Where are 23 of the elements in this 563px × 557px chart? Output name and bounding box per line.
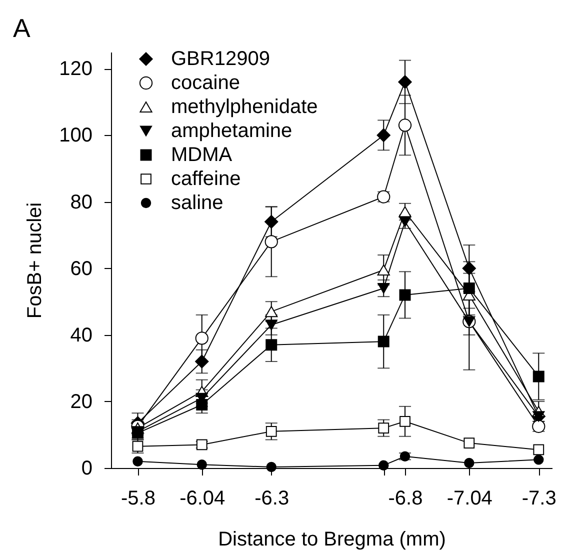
x-tick-label: -6.3	[254, 488, 290, 510]
legend-label: methylphenidate	[171, 96, 318, 118]
legend-label: amphetamine	[171, 120, 292, 142]
y-tick-label: 80	[70, 191, 92, 214]
y-tick-label: 20	[70, 390, 92, 413]
text: A	[13, 13, 31, 43]
legend-label: caffeine	[171, 168, 241, 190]
y-tick-label: 40	[70, 324, 92, 346]
x-tick-label: -6.04	[180, 488, 226, 510]
legend-label: cocaine	[171, 72, 240, 94]
y-tick-label: 60	[70, 258, 92, 280]
legend-label: saline	[171, 192, 224, 214]
x-tick-label: -7.3	[522, 488, 556, 510]
y-tick-label: 120	[59, 58, 92, 80]
y-axis-title: FosB+ nuclei	[24, 202, 46, 319]
legend-label: MDMA	[171, 144, 233, 166]
y-tick-label: 0	[81, 458, 92, 480]
legend-label: GBR12909	[171, 48, 270, 70]
x-axis-title: Distance to Bregma (mm)	[218, 528, 446, 550]
x-tick-label: -5.8	[120, 488, 156, 510]
x-tick-label: -7.04	[446, 488, 492, 510]
x-tick-label: -6.8	[388, 488, 423, 510]
y-tick-label: 100	[59, 124, 92, 147]
